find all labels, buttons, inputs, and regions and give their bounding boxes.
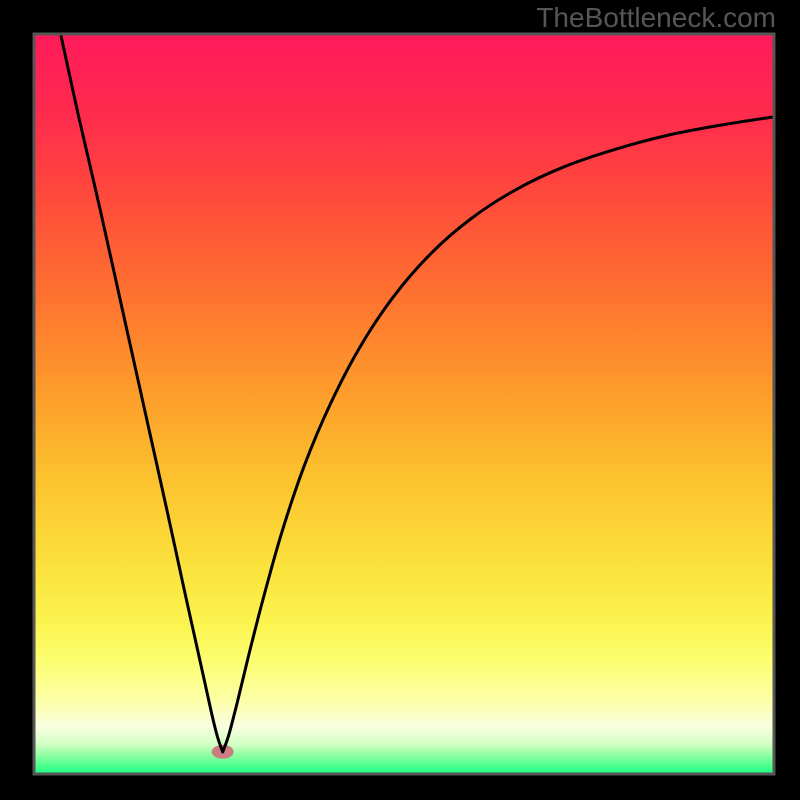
- plot-background: [34, 34, 774, 774]
- chart-svg: [0, 0, 800, 800]
- chart-stage: TheBottleneck.com: [0, 0, 800, 800]
- watermark-text: TheBottleneck.com: [536, 2, 776, 34]
